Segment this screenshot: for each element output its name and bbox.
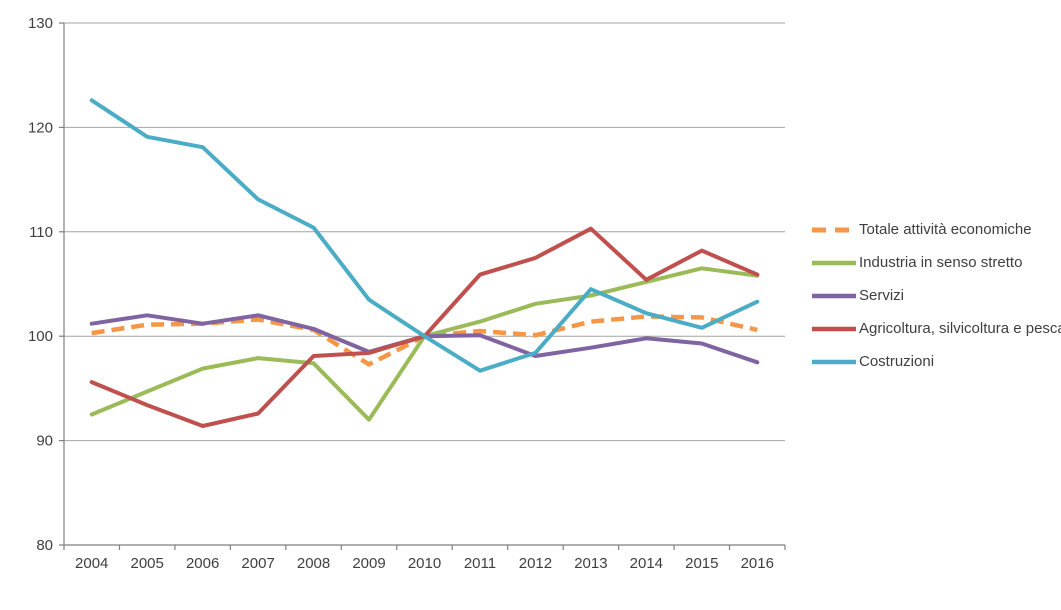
y-axis-label-110: 110: [29, 224, 53, 241]
legend-item-agricoltura: Agricoltura, silvicoltura e pesca: [812, 312, 1061, 345]
x-axis-label-2010: 2010: [408, 555, 441, 572]
x-axis-label-2009: 2009: [352, 555, 385, 572]
y-axis-label-120: 120: [28, 119, 53, 136]
x-axis-label-2011: 2011: [464, 555, 496, 572]
x-axis-label-2006: 2006: [186, 555, 219, 572]
legend-marker-line: [812, 227, 856, 232]
x-axis-label-2005: 2005: [131, 555, 164, 572]
series-line-industria: [89, 266, 760, 422]
legend: Totale attività economiche Industria in s…: [812, 213, 1061, 378]
legend-marker-line: [812, 326, 856, 331]
y-axis-label-100: 100: [28, 328, 53, 345]
legend-label: Costruzioni: [859, 353, 935, 370]
legend-marker-line: [812, 359, 856, 364]
x-axis-label-2008: 2008: [297, 555, 330, 572]
series-line-agricoltura: [89, 226, 760, 428]
legend-label: Servizi: [859, 287, 905, 304]
x-axis-label-2004: 2004: [75, 555, 108, 572]
x-axis-label-2007: 2007: [241, 555, 274, 572]
legend-marker-line: [812, 260, 856, 265]
legend-marker-line: [812, 293, 856, 298]
legend-label: Totale attività economiche: [859, 221, 1032, 238]
legend-item-costruzioni: Costruzioni: [812, 345, 1061, 378]
x-axis-label-2012: 2012: [519, 555, 552, 572]
legend-item-servizi: Servizi: [812, 279, 1061, 312]
y-axis-label-130: 130: [28, 15, 53, 32]
y-axis-label-90: 90: [36, 433, 53, 450]
legend-item-industria: Industria in senso stretto: [812, 246, 1061, 279]
x-axis-label-2014: 2014: [630, 555, 663, 572]
x-axis-label-2013: 2013: [574, 555, 607, 572]
y-axis-label-80: 80: [36, 537, 53, 554]
x-axis-label-2015: 2015: [685, 555, 718, 572]
x-axis-label-2016: 2016: [741, 555, 774, 572]
series-line-costruzioni: [89, 98, 760, 373]
legend-label: Industria in senso stretto: [859, 254, 1023, 271]
legend-item-totale: Totale attività economiche: [812, 213, 1061, 246]
legend-label: Agricoltura, silvicoltura e pesca: [859, 320, 1061, 337]
